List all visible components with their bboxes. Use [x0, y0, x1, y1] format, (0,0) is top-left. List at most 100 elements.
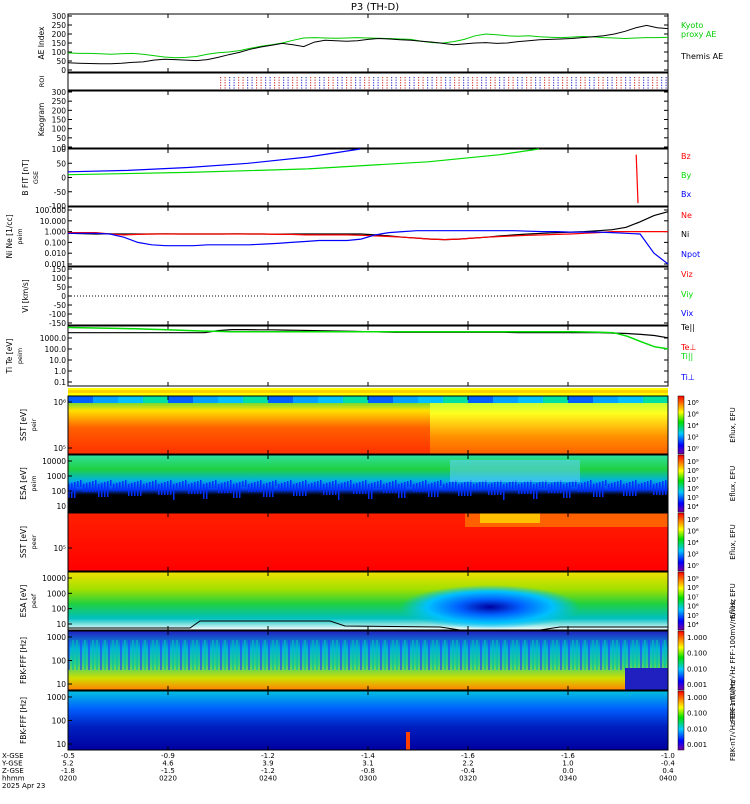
esa-ion-noise: [425, 480, 427, 492]
roi-dot: [422, 87, 424, 89]
xaxis-value: 3.9: [262, 760, 273, 768]
roi-dot: [404, 79, 406, 81]
esa-ion-noise: [527, 481, 529, 494]
esa-ion-noise: [236, 483, 238, 498]
fbk1-stripe: [664, 640, 666, 670]
roi-dot: [625, 79, 627, 81]
fbk1-stripe: [424, 640, 426, 670]
esa-ion-noise: [452, 481, 454, 491]
fbk2-spike: [406, 732, 410, 750]
roi-dot: [229, 84, 231, 86]
fbk1-stripe: [296, 640, 298, 670]
roi-dot: [287, 77, 289, 79]
esa-ion-noise: [536, 483, 538, 499]
sst-ion-ylabel: SST [eV]: [19, 409, 28, 441]
esa-ion-noise: [137, 481, 139, 496]
xaxis-value: -1.5: [161, 767, 175, 775]
roi-dot: [598, 84, 600, 86]
roi-dot: [440, 84, 442, 86]
fbk1-stripe: [504, 640, 506, 670]
roi-dot: [382, 82, 384, 84]
esa-ion-noise: [266, 483, 268, 497]
temperature-ytick-label: 1000.0: [40, 334, 66, 343]
fbk1-stripe: [592, 640, 594, 670]
roi-dot: [323, 84, 325, 86]
sst-ion-top-band: [68, 396, 93, 403]
esa-ion-noise: [161, 483, 163, 495]
bfit-ytick-label: 100: [52, 145, 67, 154]
roi-dot: [440, 87, 442, 89]
esa-ion-noise: [212, 481, 214, 488]
legend-ne: Ne: [681, 211, 692, 220]
sst-elec-cbar-label: Eflux, EFU: [729, 524, 737, 559]
esa-ion-noise: [215, 480, 217, 488]
roi-dot: [526, 87, 528, 89]
roi-dot: [233, 84, 235, 86]
roi-dot: [535, 82, 537, 84]
roi-dot: [238, 82, 240, 84]
roi-dot: [580, 84, 582, 86]
roi-dot: [607, 82, 609, 84]
roi-dot: [409, 82, 411, 84]
fbk1-stripe: [324, 640, 326, 670]
roi-dot: [557, 77, 559, 79]
xaxis-value: 0400: [659, 775, 677, 783]
roi-dot: [571, 82, 573, 84]
roi-dot: [242, 82, 244, 84]
roi-dot: [490, 87, 492, 89]
xaxis-value: -0.5: [61, 752, 75, 760]
esa-ion-noise: [416, 483, 418, 492]
fbk2-spectrogram: [68, 691, 668, 750]
roi-dot: [436, 77, 438, 79]
xaxis-row-label: 2025 Apr 23: [2, 782, 45, 790]
fbk1-stripe: [224, 640, 226, 670]
esa-elec-ylabel-tick: 100: [52, 605, 67, 614]
fbk1-stripe: [208, 640, 210, 670]
xaxis-value: 0300: [359, 775, 377, 783]
roi-dot: [485, 84, 487, 86]
esa-ion-noise: [194, 482, 196, 494]
legend-npot: Npot: [681, 250, 700, 259]
roi-dot: [553, 82, 555, 84]
fbk1-stripe: [484, 640, 486, 670]
roi-dot: [265, 79, 267, 81]
roi-dot: [647, 84, 649, 86]
roi-dot: [652, 84, 654, 86]
roi-dot: [629, 82, 631, 84]
roi-dot: [269, 84, 271, 86]
roi-dot: [553, 84, 555, 86]
esa-ion-noise: [515, 480, 517, 489]
roi-dot: [274, 77, 276, 79]
esa-ion-noise: [419, 482, 421, 492]
roi-dot: [652, 87, 654, 89]
roi-dot: [665, 84, 667, 86]
esa-ion-noise: [140, 480, 142, 496]
esa-elec-spectrogram: [68, 572, 668, 630]
fbk1-stripe: [528, 640, 530, 670]
roi-dot: [247, 87, 249, 89]
roi-dot: [449, 82, 451, 84]
roi-dot: [256, 77, 258, 79]
esa-ion-noise: [551, 483, 553, 493]
kyoto-proxy-ae-line: [67, 33, 669, 59]
fbk1-stripe: [472, 640, 474, 670]
roi-dot: [463, 84, 465, 86]
roi-dot: [364, 84, 366, 86]
roi-dot: [616, 82, 618, 84]
roi-dot: [472, 79, 474, 81]
sst-ion-top-band: [243, 396, 268, 403]
esa-ion-noise: [218, 484, 220, 493]
roi-dot: [251, 87, 253, 89]
sst-ion-top-band: [418, 396, 443, 403]
velocity-ytick-label: 100: [52, 274, 67, 283]
esa-ion-noise: [449, 482, 451, 491]
roi-dot: [305, 84, 307, 86]
roi-dot: [260, 77, 262, 79]
roi-dot: [544, 87, 546, 89]
roi-dot: [499, 79, 501, 81]
fbk1-stripe: [228, 640, 230, 670]
fbk1-colorbar: [677, 630, 685, 691]
roi-dot: [593, 77, 595, 79]
fbk1-stripe: [580, 640, 582, 670]
roi-dot: [625, 87, 627, 89]
